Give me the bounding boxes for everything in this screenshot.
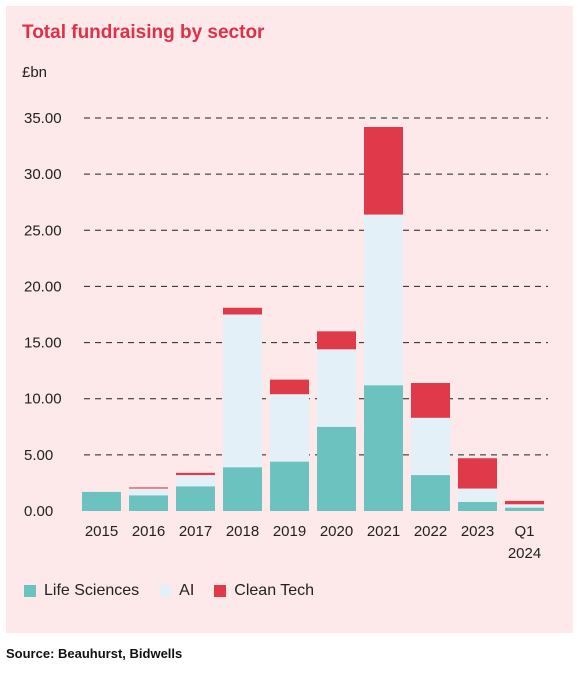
bar-segment-ai	[411, 417, 450, 476]
bar-segment-life-sciences	[317, 426, 356, 511]
bar-segment-life-sciences	[364, 385, 403, 511]
legend-swatch-clean-tech	[214, 585, 227, 597]
legend-label-ai: AI	[179, 582, 195, 599]
y-tick-label: 0.00	[24, 503, 53, 520]
bar-segment-life-sciences	[223, 467, 262, 511]
bar-segment-clean-tech	[458, 458, 497, 489]
y-tick-label: 30.00	[24, 166, 62, 183]
bar-segment-clean-tech	[411, 382, 450, 418]
bar-segment-clean-tech	[176, 472, 215, 476]
x-tick-label: 2016	[132, 523, 165, 540]
x-tick-label: 2023	[461, 523, 494, 540]
x-tick-label: 2019	[273, 523, 306, 540]
legend-item-ai: AI	[159, 582, 194, 600]
bar-segment-clean-tech	[317, 331, 356, 350]
bar-segment-clean-tech	[505, 500, 544, 505]
legend: Life Sciences AI Clean Tech	[24, 582, 314, 600]
x-tick-label: 2020	[320, 523, 353, 540]
bar-segment-clean-tech	[223, 307, 262, 315]
y-tick-label: 15.00	[24, 335, 62, 352]
bar-segment-ai	[458, 488, 497, 503]
bar-segment-ai	[270, 394, 309, 462]
legend-item-clean-tech: Clean Tech	[214, 582, 314, 600]
bar-segment-ai	[129, 488, 168, 496]
gridlines	[84, 117, 548, 456]
bar-segment-life-sciences	[176, 486, 215, 511]
chart-panel	[6, 6, 573, 633]
bar-segment-ai	[364, 214, 403, 386]
x-tick-label: 2021	[367, 523, 400, 540]
y-tick-labels: 0.00 5.00 10.00 15.00 20.00 25.00 30.00 35.00	[24, 110, 62, 520]
source-note: Source: Beauhurst, Bidwells	[6, 646, 183, 661]
x-tick-labels: 2015 2016 2017 2018 2019 2020 2021 2022 2023 Q1 20…	[85, 523, 541, 562]
bar-segment-life-sciences	[505, 507, 544, 511]
bars	[82, 126, 544, 511]
x-tick-label: 2017	[179, 523, 212, 540]
x-tick-label: 2022	[414, 523, 447, 540]
bar-segment-life-sciences	[129, 495, 168, 511]
legend-swatch-life-sciences	[24, 585, 36, 597]
x-tick-label: Q1	[514, 523, 534, 540]
bar-segment-ai	[223, 314, 262, 468]
stacked-bar-chart: 0.00 5.00 10.00 15.00 20.00 25.00 30.00 35.00 2…	[24, 110, 548, 562]
legend-label-clean-tech: Clean Tech	[234, 582, 315, 599]
chart-title: Total fundraising by sector	[22, 22, 265, 43]
bar-segment-ai	[176, 475, 215, 487]
x-tick-label: 2015	[85, 523, 118, 540]
bar-segment-life-sciences	[82, 491, 121, 511]
bar-segment-clean-tech	[129, 487, 168, 489]
bar-segment-clean-tech	[270, 379, 309, 395]
bar-segment-life-sciences	[270, 461, 309, 511]
bar-segment-ai	[505, 504, 544, 508]
legend-item-life-sciences: Life Sciences	[24, 582, 139, 600]
legend-swatch-ai	[159, 585, 172, 597]
y-tick-label: 25.00	[24, 222, 62, 239]
y-tick-label: 35.00	[24, 110, 62, 127]
x-tick-label: 2024	[508, 545, 541, 562]
y-axis-unit-label: £bn	[22, 64, 48, 81]
y-tick-label: 5.00	[24, 447, 53, 464]
bar-segment-clean-tech	[364, 126, 403, 215]
bar-segment-life-sciences	[411, 475, 450, 511]
bar-segment-ai	[317, 349, 356, 427]
x-tick-label: 2018	[226, 523, 259, 540]
y-tick-label: 10.00	[24, 391, 62, 408]
y-tick-label: 20.00	[24, 278, 62, 295]
legend-label-life-sciences: Life Sciences	[44, 582, 140, 599]
bar-segment-life-sciences	[458, 502, 497, 511]
